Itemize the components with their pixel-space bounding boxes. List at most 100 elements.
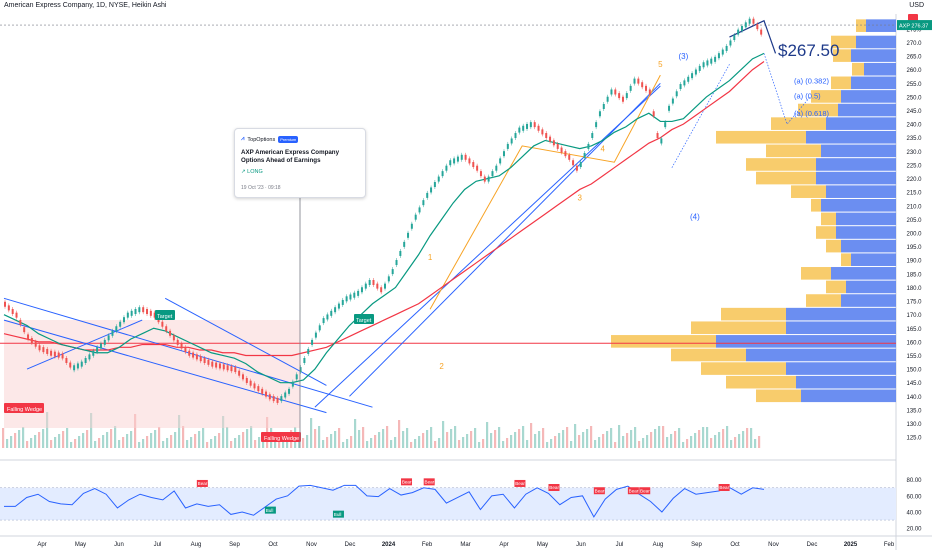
volume-bar [110, 429, 113, 448]
x-tick: Oct [268, 542, 278, 548]
rsi-tick: 60.00 [906, 494, 922, 500]
tradingview-logo-icon[interactable] [908, 14, 918, 22]
volume-bar [502, 441, 505, 448]
volume-bar [162, 441, 165, 448]
x-tick: 2024 [382, 542, 396, 548]
y-tick: 165.0 [906, 327, 922, 333]
target-label: Target [356, 318, 372, 324]
projection-dotted [763, 53, 811, 125]
x-tick: Aug [191, 542, 202, 548]
x-tick: Apr [499, 542, 508, 548]
y-tick: 150.0 [906, 368, 922, 374]
rsi-tick: 20.00 [906, 527, 922, 533]
x-tick: 2025 [844, 542, 858, 548]
volume-bar [350, 436, 353, 448]
volume-bar [194, 434, 197, 448]
fib-label: (a) (0.618) [794, 109, 830, 118]
volume-bar [534, 434, 537, 448]
volume-bar [474, 428, 477, 448]
volume-bar [578, 435, 581, 448]
volume-bar [650, 432, 653, 448]
volume-bar [574, 424, 577, 448]
y-tick: 205.0 [906, 218, 922, 224]
y-tick: 270.0 [906, 41, 922, 47]
wave-label: (4) [690, 212, 700, 221]
vp-sell-bar [841, 294, 896, 307]
axes: 275.0270.0265.0260.0255.0250.0245.0240.0… [37, 20, 932, 548]
wedge-label: Falling Wedge [7, 407, 42, 413]
currency-label: USD [909, 2, 924, 9]
wave-label: 4 [601, 144, 606, 153]
volume-bar [430, 427, 433, 448]
x-tick: Sep [691, 542, 702, 548]
volume-bar [238, 435, 241, 448]
volume-bar [342, 442, 345, 448]
price-series [3, 16, 765, 405]
rsi-label-bg [332, 510, 344, 518]
idea-card[interactable]: ⩘ TopOptions Premium AXP American Expres… [234, 128, 366, 198]
volume-bar [106, 432, 109, 448]
volume-bar [170, 435, 173, 448]
volume-bar [78, 436, 81, 448]
volume-bar [386, 426, 389, 448]
volume-bar [722, 429, 725, 448]
rsi-label-bg [593, 487, 605, 495]
rsi-label-bg [548, 484, 560, 491]
vp-buy-bar [806, 294, 841, 307]
chart-title: American Express Company, 1D, NYSE, Heik… [4, 2, 167, 9]
volume-bar [6, 439, 9, 448]
x-tick: Dec [807, 542, 818, 548]
y-tick: 220.0 [906, 177, 922, 183]
ma-fast-line [3, 52, 765, 384]
volume-bar [634, 427, 637, 448]
volume-bar [130, 431, 133, 448]
volume-bar [422, 433, 425, 448]
rsi-label: Bear [515, 481, 525, 486]
rsi-label-bg [423, 478, 435, 486]
volume-bar [702, 427, 705, 448]
y-tick: 245.0 [906, 109, 922, 115]
volume-bar [258, 437, 261, 448]
vp-buy-bar [831, 76, 851, 90]
wave-label: 2 [439, 362, 444, 371]
rsi-label: Bull [266, 508, 274, 513]
volume-bar [738, 434, 741, 448]
last-price-badge [897, 20, 932, 31]
vp-sell-bar [846, 280, 896, 294]
volume-bar [250, 426, 253, 448]
volume-bar [590, 426, 593, 448]
wedge-label: Falling Wedge [264, 436, 299, 442]
volume-bar [398, 420, 401, 448]
trendline [314, 85, 661, 408]
volume-bar [446, 432, 449, 448]
volume-bar [586, 429, 589, 448]
volume-bar [14, 433, 17, 448]
x-tick: Jun [576, 542, 586, 548]
volume-bar [562, 430, 565, 448]
volume-bar [638, 441, 641, 448]
vp-sell-bar [851, 253, 896, 267]
x-tick: Jun [114, 542, 124, 548]
vp-buy-bar [791, 185, 826, 198]
vp-buy-bar [856, 19, 866, 32]
volume-bar [750, 428, 753, 448]
rsi-label: Bull [334, 512, 342, 517]
volume-profile [611, 19, 896, 403]
vp-sell-bar [841, 239, 896, 253]
volume-bar [126, 434, 129, 448]
x-tick: Dec [345, 542, 356, 548]
volume-bar [710, 438, 713, 448]
volume-bar [630, 430, 633, 448]
rsi-label: Bear [719, 485, 729, 490]
target-price-label: $267.50 [778, 41, 839, 60]
volume-bar [326, 437, 329, 448]
volume-bar [146, 436, 149, 448]
vp-buy-bar [841, 253, 851, 267]
vp-sell-bar [786, 307, 896, 321]
volume-bar [366, 441, 369, 448]
volume-bar [686, 439, 689, 448]
volume-bar [362, 427, 365, 448]
volume-bar [482, 439, 485, 448]
volume-bar [602, 434, 605, 448]
